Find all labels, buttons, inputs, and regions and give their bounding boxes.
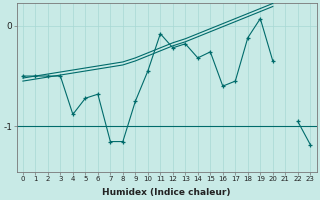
X-axis label: Humidex (Indice chaleur): Humidex (Indice chaleur) [102, 188, 231, 197]
